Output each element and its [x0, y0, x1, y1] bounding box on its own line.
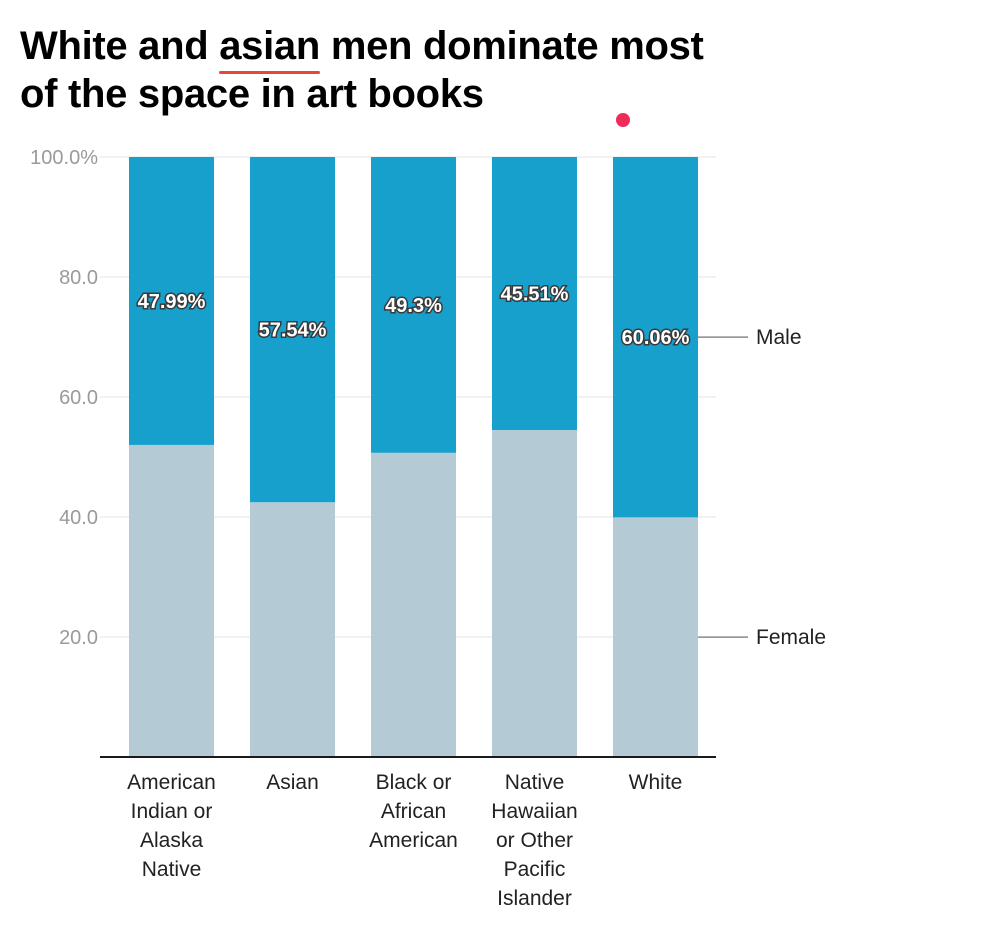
x-category-label-line: Hawaiian [491, 800, 577, 823]
x-category-label: Asian [266, 771, 319, 794]
bar-male [250, 157, 335, 503]
x-category-label-line: African [381, 800, 446, 823]
bar-female [371, 452, 456, 757]
title-suffix: men dominate most of the space in art bo… [20, 24, 704, 116]
x-category-label-line: or Other [496, 829, 573, 852]
x-category-label-line: Asian [266, 771, 319, 794]
data-label-male: 47.99% [138, 291, 206, 313]
y-tick-label: 100.0% [30, 147, 98, 169]
y-tick-label: 60.0 [59, 387, 98, 409]
bar-female [129, 444, 214, 757]
data-label-male: 45.51% [501, 284, 569, 306]
data-label-male: 60.06% [622, 327, 690, 349]
legend-label-male: Male [756, 326, 802, 349]
x-category-label: American Indian or Alaska Native [127, 771, 216, 881]
x-category-label: White [629, 771, 683, 794]
chart-title: White and asian men dominate most of the… [20, 22, 720, 118]
bar-male [371, 157, 456, 453]
x-category-label-line: Native [142, 858, 202, 881]
bar-male [492, 157, 577, 431]
x-category-label-line: American [127, 771, 216, 794]
x-category-label-line: Native [505, 771, 565, 794]
accent-dot [616, 113, 630, 127]
bar-female [492, 430, 577, 757]
bar-male [613, 157, 698, 518]
y-tick-label: 80.0 [59, 267, 98, 289]
bar-female [613, 517, 698, 757]
bar-male [129, 157, 214, 445]
x-category-label-line: Islander [497, 887, 572, 910]
x-category-label-line: American [369, 829, 458, 852]
x-category-label: Native Hawaiian or Other Pacific Islander [491, 771, 577, 910]
title-prefix: White and [20, 24, 220, 68]
x-category-label-line: Indian or [131, 800, 213, 823]
legend-label-female: Female [756, 626, 826, 649]
x-category-label-line: Pacific [504, 858, 566, 881]
bars [129, 157, 698, 757]
data-label-male: 57.54% [259, 320, 327, 342]
y-tick-label: 40.0 [59, 507, 98, 529]
title-highlight: asian [219, 24, 321, 74]
x-category-label-line: Black or [376, 771, 452, 794]
x-category-label: Black or African American [369, 771, 458, 852]
data-labels: 47.99% American Indian or Alaska Native 57.54… [127, 282, 691, 910]
y-tick-label: 20.0 [59, 627, 98, 649]
x-category-label-line: White [629, 771, 683, 794]
legend: Male Female [698, 326, 826, 649]
bar-female [250, 502, 335, 757]
data-label-male: 49.3% [385, 295, 442, 317]
x-category-label-line: Alaska [140, 829, 203, 852]
